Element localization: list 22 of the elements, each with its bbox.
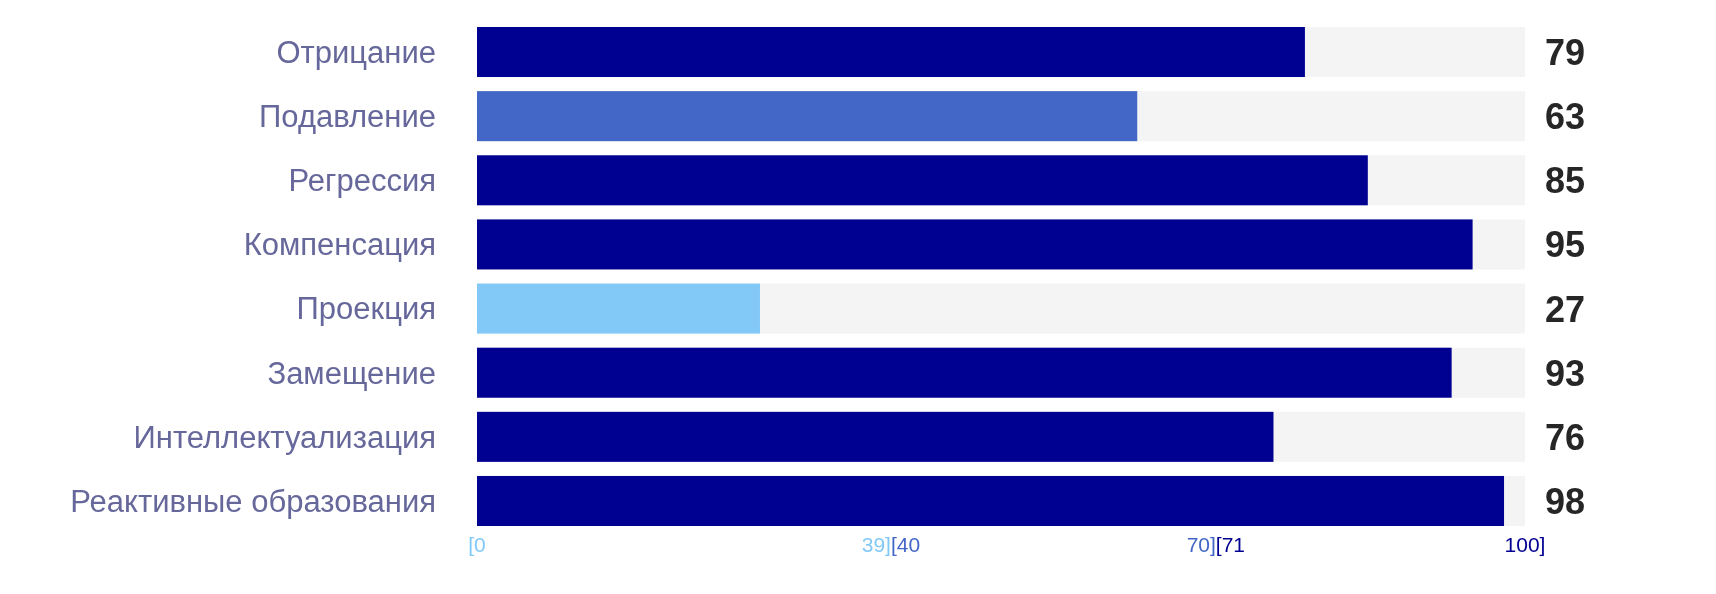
data-label: 95 (1545, 224, 1586, 266)
data-label: 79 (1545, 31, 1586, 73)
x-tick-label: [71 (1215, 533, 1246, 556)
x-tick-label: 70] (1186, 533, 1216, 556)
y-tick-label: Проекция (296, 291, 436, 327)
y-tick-label: Отрицание (276, 34, 436, 70)
data-label: 85 (1545, 160, 1586, 202)
data-label: 93 (1545, 352, 1586, 394)
data-label: 76 (1545, 416, 1586, 458)
y-tick-label: Подавление (259, 99, 436, 134)
y-tick-label: Замещение (267, 355, 436, 391)
y-tick-label: Реактивные образования (70, 483, 436, 519)
y-tick-label: Регрессия (288, 163, 436, 199)
x-tick-label: [40 (890, 533, 921, 556)
y-tick-label: Компенсация (243, 227, 436, 263)
x-tick-label: 39] (861, 533, 891, 556)
data-label: 27 (1545, 288, 1586, 330)
data-label: 98 (1545, 480, 1586, 522)
x-tick-label: 100] (1504, 533, 1546, 556)
x-tick-label: [0 (468, 533, 486, 556)
y-tick-label: Интеллектуализация (133, 419, 436, 455)
data-label: 63 (1545, 96, 1586, 138)
